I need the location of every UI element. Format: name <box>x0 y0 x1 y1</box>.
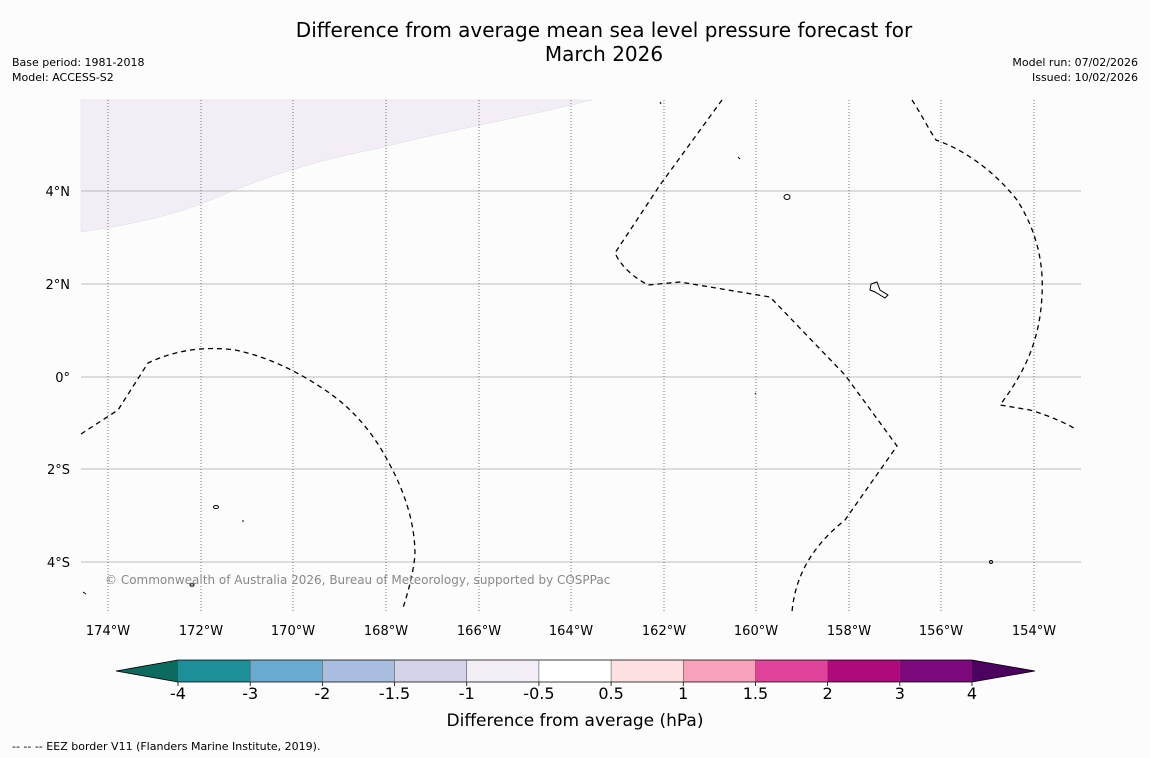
lat-label: 4°N <box>46 185 71 200</box>
colorbar-segment <box>394 660 467 682</box>
colorbar-tick-label: -2 <box>314 684 330 703</box>
colorbar-segment <box>250 660 323 682</box>
colorbar-tick-label: 1 <box>678 684 688 703</box>
colorbar-tick-label: -0.5 <box>523 684 554 703</box>
model-run: Model run: 07/02/2026 <box>1012 56 1138 69</box>
colorbar-segment <box>899 660 972 682</box>
eez-footnote: -- -- -- EEZ border V11 (Flanders Marine… <box>12 740 321 753</box>
colorbar-tick-label: -1 <box>459 684 475 703</box>
colorbar <box>115 659 1036 683</box>
lon-label: 174°W <box>86 624 130 639</box>
colorbar-segment <box>611 660 684 682</box>
lat-label: 4°S <box>47 556 70 571</box>
colorbar-tick-label: 0.5 <box>598 684 623 703</box>
colorbar-extend-low <box>116 660 178 682</box>
lon-label: 158°W <box>827 624 871 639</box>
lat-gridlines <box>81 190 1081 563</box>
lon-gridlines <box>107 100 1035 612</box>
lon-label: 156°W <box>919 624 963 639</box>
colorbar-tick-label: 2 <box>823 684 833 703</box>
colorbar-segment <box>683 660 756 682</box>
colorbar-segment <box>538 660 612 682</box>
lon-label: 166°W <box>457 624 501 639</box>
copyright-notice: © Commonwealth of Australia 2026, Bureau… <box>105 573 610 587</box>
colorbar-label: Difference from average (hPa) <box>447 711 704 731</box>
lon-label: 160°W <box>734 624 778 639</box>
lat-label: 2°N <box>46 278 71 293</box>
lon-label: 170°W <box>271 624 315 639</box>
colorbar-extend-high <box>972 660 1035 682</box>
lat-label: 2°S <box>47 463 70 478</box>
issued-date: Issued: 10/02/2026 <box>1031 71 1138 84</box>
eez-borders <box>80 99 1078 613</box>
lat-labels: 4°N 2°N 0° 2°S 4°S <box>46 185 71 571</box>
lon-label: 154°W <box>1012 624 1056 639</box>
meta-left: Base period: 1981-2018 Model: ACCESS-S2 <box>12 55 144 85</box>
lon-label: 164°W <box>549 624 593 639</box>
lat-label: 0° <box>55 371 70 386</box>
lon-labels: 174°W 172°W 170°W 168°W 166°W 164°W 162°… <box>86 624 1056 639</box>
lon-label: 172°W <box>179 624 223 639</box>
colorbar-segment <box>466 660 539 682</box>
title-line-1: Difference from average mean sea level p… <box>295 18 913 42</box>
colorbar-tick-label: 3 <box>895 684 905 703</box>
islands <box>82 101 993 595</box>
chart-title: Difference from average mean sea level p… <box>0 18 1150 66</box>
colorbar-segment <box>755 660 828 682</box>
colorbar-segment <box>827 660 900 682</box>
lon-label: 162°W <box>642 624 686 639</box>
model-name: Model: ACCESS-S2 <box>12 71 114 84</box>
colorbar-segment <box>178 660 251 682</box>
colorbar-ticks: -4 -3 -2 -1.5 -1 -0.5 0.5 1 1.5 2 3 4 <box>170 682 977 703</box>
colorbar-tick-label: 4 <box>967 684 977 703</box>
colorbar-tick-label: 1.5 <box>743 684 768 703</box>
colorbar-segment <box>322 660 395 682</box>
colorbar-tick-label: -3 <box>242 684 258 703</box>
title-line-2: March 2026 <box>544 42 664 66</box>
colorbar-tick-label: -4 <box>170 684 186 703</box>
colorbar-tick-label: -1.5 <box>379 684 410 703</box>
base-period: Base period: 1981-2018 <box>12 56 145 69</box>
meta-right: Model run: 07/02/2026 Issued: 10/02/2026 <box>1012 55 1138 85</box>
positive-anomaly-region <box>80 99 593 233</box>
lon-label: 168°W <box>364 624 408 639</box>
